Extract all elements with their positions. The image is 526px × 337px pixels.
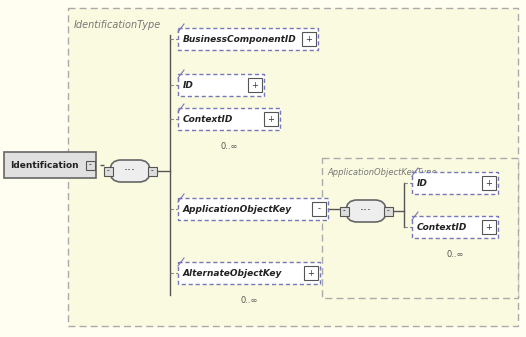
FancyBboxPatch shape [346, 200, 386, 222]
Text: ApplicationObjectKeyType: ApplicationObjectKeyType [327, 168, 437, 177]
FancyBboxPatch shape [178, 28, 318, 50]
FancyBboxPatch shape [178, 262, 320, 284]
FancyBboxPatch shape [248, 78, 262, 92]
Text: BusinessComponentID: BusinessComponentID [183, 34, 297, 43]
FancyBboxPatch shape [412, 172, 498, 194]
Text: 0..∞: 0..∞ [446, 250, 464, 259]
FancyBboxPatch shape [4, 152, 96, 178]
Text: -: - [387, 207, 389, 215]
FancyBboxPatch shape [264, 112, 278, 126]
FancyBboxPatch shape [178, 74, 264, 96]
Text: ApplicationObjectKey: ApplicationObjectKey [183, 205, 292, 214]
Text: ContextID: ContextID [183, 115, 234, 123]
Text: IdentificationType: IdentificationType [74, 20, 161, 30]
Text: ID: ID [183, 81, 194, 90]
Text: AlternateObjectKey: AlternateObjectKey [183, 269, 282, 277]
FancyBboxPatch shape [86, 160, 95, 170]
FancyBboxPatch shape [482, 176, 496, 190]
Text: +: + [306, 34, 312, 43]
FancyBboxPatch shape [302, 32, 316, 46]
FancyBboxPatch shape [304, 266, 318, 280]
Text: 0..∞: 0..∞ [240, 296, 258, 305]
FancyBboxPatch shape [178, 198, 328, 220]
Text: ···: ··· [124, 164, 136, 178]
Text: ID: ID [417, 179, 428, 187]
Text: +: + [268, 115, 275, 123]
FancyBboxPatch shape [110, 160, 150, 182]
FancyBboxPatch shape [412, 216, 498, 238]
Text: Identification: Identification [9, 160, 78, 170]
FancyBboxPatch shape [68, 8, 518, 326]
FancyBboxPatch shape [178, 108, 280, 130]
Text: +: + [308, 269, 315, 277]
FancyBboxPatch shape [339, 207, 349, 215]
Text: ContextID: ContextID [417, 222, 468, 232]
Text: +: + [251, 81, 258, 90]
FancyBboxPatch shape [482, 220, 496, 234]
Text: -: - [150, 166, 154, 176]
FancyBboxPatch shape [147, 166, 157, 176]
Text: +: + [485, 222, 492, 232]
Text: -: - [342, 207, 346, 215]
FancyBboxPatch shape [104, 166, 113, 176]
FancyBboxPatch shape [383, 207, 392, 215]
Text: -: - [88, 160, 92, 170]
Text: -: - [107, 166, 109, 176]
FancyBboxPatch shape [312, 202, 326, 216]
Text: -: - [318, 205, 320, 214]
Text: ···: ··· [360, 205, 372, 217]
Text: +: + [485, 179, 492, 187]
FancyBboxPatch shape [322, 158, 518, 298]
Text: 0..∞: 0..∞ [220, 142, 238, 151]
